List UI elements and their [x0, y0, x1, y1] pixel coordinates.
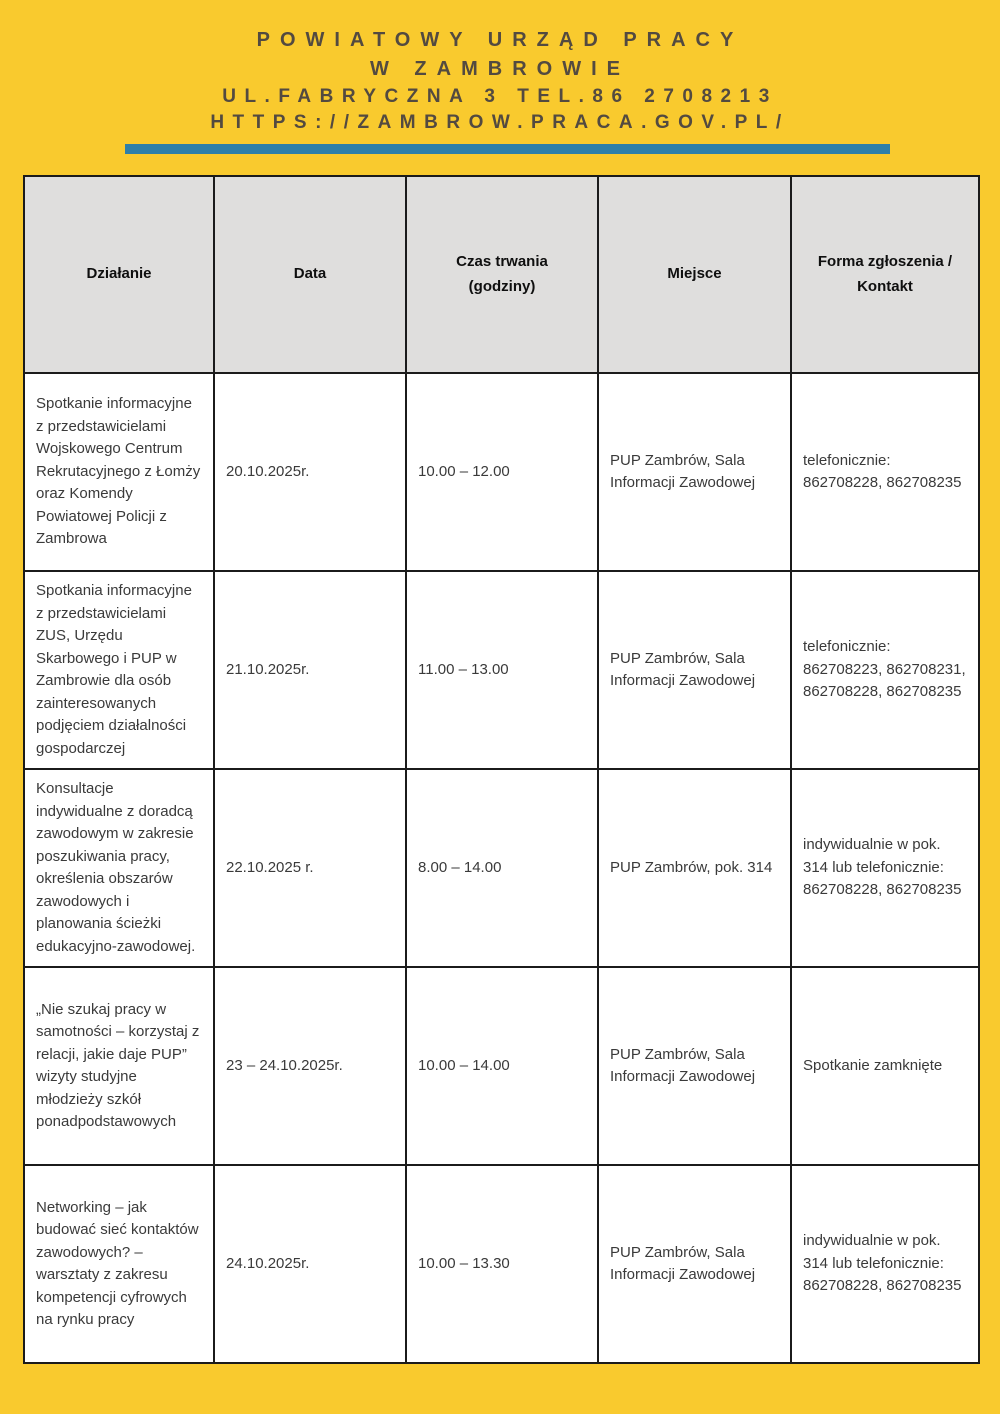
column-header-duration: Czas trwania (godziny) — [405, 175, 599, 374]
table-row: Spotkanie informacyjne z przedstawiciela… — [23, 372, 980, 572]
column-header-date: Data — [213, 175, 407, 374]
org-website: HTTPS://ZAMBROW.PRACA.GOV.PL/ — [210, 112, 790, 133]
header: POWIATOWY URZĄD PRACY W ZAMBROWIE UL.FAB… — [0, 26, 1000, 136]
location-cell: PUP Zambrów, Sala Informacji Zawodowej — [597, 966, 792, 1166]
contact-cell: indywidualnie w pok. 314 lub telefoniczn… — [790, 1164, 980, 1364]
contact-cell: telefonicznie: 862708223, 862708231, 862… — [790, 570, 980, 770]
org-name-line-2: W ZAMBROWIE — [370, 58, 630, 80]
activity-cell: Spotkanie informacyjne z przedstawiciela… — [23, 372, 215, 572]
date-cell: 20.10.2025r. — [213, 372, 407, 572]
activity-cell: Spotkania informacyjne z przedstawiciela… — [23, 570, 215, 770]
date-cell: 23 – 24.10.2025r. — [213, 966, 407, 1166]
table-row: „Nie szukaj pracy w samotności – korzyst… — [23, 966, 980, 1166]
duration-cell: 10.00 – 12.00 — [405, 372, 599, 572]
schedule-table: Działanie Data Czas trwania (godziny) Mi… — [23, 175, 980, 1364]
org-address-phone: UL.FABRYCZNA 3 TEL.86 2708213 — [222, 86, 778, 107]
table-row: Spotkania informacyjne z przedstawiciela… — [23, 570, 980, 770]
org-name-line-1: POWIATOWY URZĄD PRACY — [256, 29, 744, 51]
duration-cell: 11.00 – 13.00 — [405, 570, 599, 770]
duration-cell: 10.00 – 14.00 — [405, 966, 599, 1166]
table-row: Networking – jak budować sieć kontaktów … — [23, 1164, 980, 1364]
date-cell: 21.10.2025r. — [213, 570, 407, 770]
activity-cell: „Nie szukaj pracy w samotności – korzyst… — [23, 966, 215, 1166]
location-cell: PUP Zambrów, Sala Informacji Zawodowej — [597, 372, 792, 572]
location-cell: PUP Zambrów, pok. 314 — [597, 768, 792, 968]
date-cell: 22.10.2025 r. — [213, 768, 407, 968]
activity-cell: Networking – jak budować sieć kontaktów … — [23, 1164, 215, 1364]
location-cell: PUP Zambrów, Sala Informacji Zawodowej — [597, 570, 792, 770]
column-header-activity: Działanie — [23, 175, 215, 374]
table-row: Konsultacje indywidualne z doradcą zawod… — [23, 768, 980, 968]
date-cell: 24.10.2025r. — [213, 1164, 407, 1364]
table-header-row: Działanie Data Czas trwania (godziny) Mi… — [23, 175, 980, 374]
duration-cell: 10.00 – 13.30 — [405, 1164, 599, 1364]
contact-cell: Spotkanie zamknięte — [790, 966, 980, 1166]
activity-cell: Konsultacje indywidualne z doradcą zawod… — [23, 768, 215, 968]
column-header-location: Miejsce — [597, 175, 792, 374]
contact-cell: telefonicznie: 862708228, 862708235 — [790, 372, 980, 572]
duration-cell: 8.00 – 14.00 — [405, 768, 599, 968]
column-header-contact: Forma zgłoszenia / Kontakt — [790, 175, 980, 374]
location-cell: PUP Zambrów, Sala Informacji Zawodowej — [597, 1164, 792, 1364]
divider-bar — [125, 144, 890, 154]
contact-cell: indywidualnie w pok. 314 lub telefoniczn… — [790, 768, 980, 968]
